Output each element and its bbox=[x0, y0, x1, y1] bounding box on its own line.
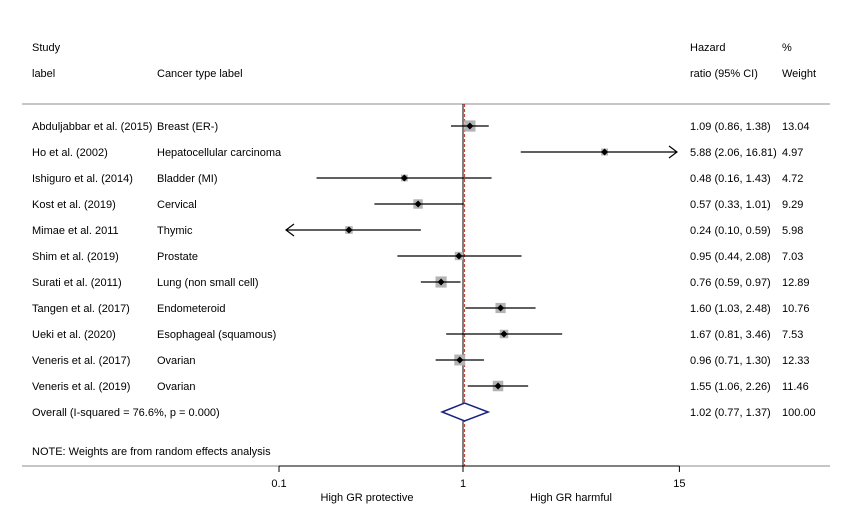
hazard-ratio-ci: 0.95 (0.44, 2.08) bbox=[690, 251, 771, 263]
weight-value: 4.72 bbox=[782, 173, 803, 185]
point-estimate bbox=[494, 382, 502, 390]
overall-hazard-ratio-ci: 1.02 (0.77, 1.37) bbox=[690, 407, 771, 419]
hazard-ratio-ci: 1.67 (0.81, 3.46) bbox=[690, 329, 771, 341]
ci-arrow-left bbox=[285, 223, 295, 237]
hazard-ratio-ci: 5.88 (2.06, 16.81) bbox=[690, 147, 777, 159]
point-estimate bbox=[455, 252, 463, 260]
point-estimate bbox=[601, 148, 609, 156]
cancer-type-label: Bladder (MI) bbox=[157, 173, 218, 185]
hazard-ratio-ci: 0.24 (0.10, 0.59) bbox=[690, 225, 771, 237]
hazard-ratio-ci: 0.57 (0.33, 1.01) bbox=[690, 199, 771, 211]
x-tick-label: 0.1 bbox=[271, 478, 286, 490]
point-estimate bbox=[500, 330, 508, 338]
point-estimate bbox=[345, 226, 353, 234]
point-estimate bbox=[400, 174, 408, 182]
cancer-type-label: Breast (ER-) bbox=[157, 121, 218, 133]
header-hazard-ci: ratio (95% CI) bbox=[690, 68, 758, 80]
overall-diamond bbox=[440, 402, 491, 422]
study-label: Ishiguro et al. (2014) bbox=[32, 173, 133, 185]
cancer-type-label: Lung (non small cell) bbox=[157, 277, 259, 289]
cancer-type-label: Ovarian bbox=[157, 381, 196, 393]
x-tick-label: 1 bbox=[460, 478, 466, 490]
header-weight: Weight bbox=[782, 68, 816, 80]
study-label: Abduljabbar et al. (2015) bbox=[32, 121, 152, 133]
weight-value: 7.53 bbox=[782, 329, 803, 341]
cancer-type-label: Hepatocellular carcinoma bbox=[157, 147, 282, 159]
ci-arrow-right bbox=[668, 145, 678, 159]
weight-value: 9.29 bbox=[782, 199, 803, 211]
cancer-type-label: Prostate bbox=[157, 251, 198, 263]
study-label: Surati et al. (2011) bbox=[32, 277, 122, 289]
axis-label-harmful: High GR harmful bbox=[530, 492, 612, 504]
point-estimate bbox=[456, 356, 464, 364]
study-label: Kost et al. (2019) bbox=[32, 199, 116, 211]
study-label: Shim et al. (2019) bbox=[32, 251, 119, 263]
weight-value: 5.98 bbox=[782, 225, 803, 237]
note-text: NOTE: Weights are from random effects an… bbox=[32, 446, 271, 458]
point-estimate bbox=[414, 200, 422, 208]
header-study: Study bbox=[32, 42, 61, 54]
hazard-ratio-ci: 0.48 (0.16, 1.43) bbox=[690, 173, 771, 185]
point-estimate bbox=[497, 304, 505, 312]
cancer-type-label: Thymic bbox=[157, 225, 193, 237]
hazard-ratio-ci: 1.60 (1.03, 2.48) bbox=[690, 303, 771, 315]
header-weight-pct: % bbox=[782, 42, 792, 54]
study-label: Veneris et al. (2019) bbox=[32, 381, 130, 393]
cancer-type-label: Ovarian bbox=[157, 355, 196, 367]
hazard-ratio-ci: 0.76 (0.59, 0.97) bbox=[690, 277, 771, 289]
weight-value: 4.97 bbox=[782, 147, 803, 159]
study-label: Veneris et al. (2017) bbox=[32, 355, 130, 367]
study-label: Mimae et al. 2011 bbox=[32, 225, 119, 237]
overall-label: Overall (I-squared = 76.6%, p = 0.000) bbox=[32, 407, 220, 419]
study-label: Ueki et al. (2020) bbox=[32, 329, 116, 341]
point-estimate bbox=[437, 278, 445, 286]
hazard-ratio-ci: 1.09 (0.86, 1.38) bbox=[690, 121, 771, 133]
weight-value: 13.04 bbox=[782, 121, 810, 133]
weight-value: 12.33 bbox=[782, 355, 810, 367]
hazard-ratio-ci: 1.55 (1.06, 2.26) bbox=[690, 381, 771, 393]
weight-value: 10.76 bbox=[782, 303, 810, 315]
cancer-type-label: Endometeroid bbox=[157, 303, 226, 315]
overall-weight-value: 100.00 bbox=[782, 407, 816, 419]
hazard-ratio-ci: 0.96 (0.71, 1.30) bbox=[690, 355, 771, 367]
study-label: Ho et al. (2002) bbox=[32, 147, 108, 159]
weight-value: 11.46 bbox=[782, 381, 809, 393]
axis-label-protective: High GR protective bbox=[321, 492, 414, 504]
cancer-type-label: Cervical bbox=[157, 199, 197, 211]
header-study-label: label bbox=[32, 68, 55, 80]
cancer-type-label: Esophageal (squamous) bbox=[157, 329, 276, 341]
study-label: Tangen et al. (2017) bbox=[32, 303, 130, 315]
header-hazard: Hazard bbox=[690, 42, 725, 54]
weight-value: 12.89 bbox=[782, 277, 810, 289]
weight-value: 7.03 bbox=[782, 251, 803, 263]
x-tick-label: 15 bbox=[673, 478, 685, 490]
point-estimate bbox=[466, 122, 474, 130]
header-cancer-type: Cancer type label bbox=[157, 68, 243, 80]
